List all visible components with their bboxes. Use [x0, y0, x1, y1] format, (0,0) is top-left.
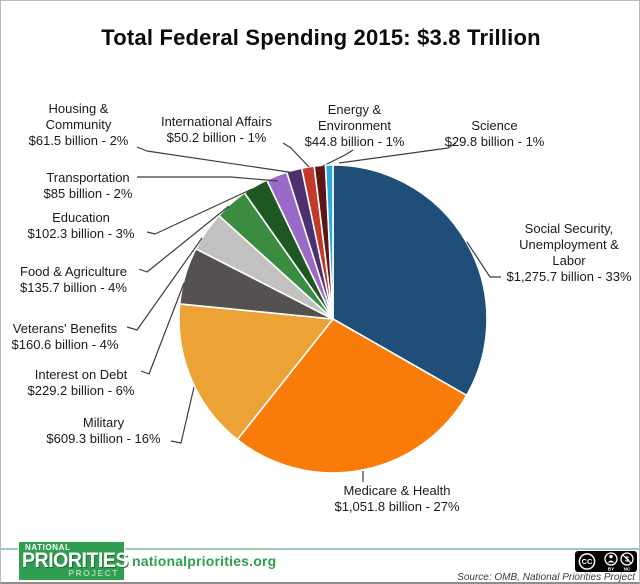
leader-line-energy-environment: [320, 149, 354, 168]
leader-line-housing-community: [136, 146, 296, 174]
slice-label-value: $135.7 billion - 4%: [20, 280, 127, 295]
cc-license-badge[interactable]: CC BY $ NC: [575, 551, 637, 572]
slice-label-value: $609.3 billion - 16%: [46, 431, 161, 446]
slice-label-name: Education: [52, 210, 110, 225]
svg-text:CC: CC: [582, 557, 593, 566]
leader-line-veterans-benefits: [126, 237, 203, 331]
slice-label-name: Veterans' Benefits: [12, 321, 118, 336]
leader-line-interest-on-debt: [140, 282, 185, 375]
slice-label-value: $29.8 billion - 1%: [444, 134, 545, 149]
slice-label-international-affairs: International Affairs $50.2 billion - 1%: [149, 114, 284, 146]
pie-slice-military: [178, 303, 334, 441]
slice-label-value: $50.2 billion - 1%: [166, 130, 267, 145]
slice-label-food-agriculture: Food & Agriculture $135.7 billion - 4%: [1, 264, 146, 296]
leader-line-military: [170, 386, 195, 444]
slice-label-name: Food & Agriculture: [20, 264, 127, 279]
slice-label-name: Housing & Community: [45, 101, 112, 132]
slice-label-interest-on-debt: Interest on Debt $229.2 billion - 6%: [11, 367, 151, 399]
pie-slice-social-security: [332, 164, 488, 397]
leader-line-social-security: [466, 241, 501, 278]
cc-icon: CC: [578, 553, 596, 570]
slice-label-name: Energy & Environment: [318, 102, 391, 133]
slice-label-value: $102.3 billion - 3%: [27, 226, 135, 241]
npp-logo-priorities-text: PRIORITIES: [22, 549, 129, 572]
pie-slice-science: [324, 164, 334, 320]
slice-label-name: Transportation: [46, 170, 130, 185]
slice-label-science: Science $29.8 billion - 1%: [427, 118, 562, 150]
slice-label-value: $1,051.8 billion - 27%: [334, 499, 460, 514]
website-link[interactable]: nationalpriorities.org: [132, 553, 277, 569]
slice-label-veterans-benefits: Veterans' Benefits $160.6 billion - 4%: [1, 321, 129, 353]
svg-text:NC: NC: [624, 567, 631, 572]
source-attribution: Source: OMB, National Priorities Project: [457, 572, 635, 583]
slice-label-housing-community: Housing & Community $61.5 billion - 2%: [6, 101, 151, 149]
cc-by-nc-icons: CC BY $ NC: [578, 552, 634, 572]
npp-logo[interactable]: NATIONAL PRIORITIES PROJECT: [18, 541, 129, 581]
leader-line-food-agriculture: [138, 205, 230, 273]
slice-label-value: $44.8 billion - 1%: [304, 134, 405, 149]
slice-label-value: $229.2 billion - 6%: [27, 383, 135, 398]
leader-line-education: [146, 188, 253, 235]
by-attribution-icon: BY: [604, 552, 618, 572]
nc-noncommercial-icon: $ NC: [620, 552, 634, 572]
slice-label-transportation: Transportation $85 billion - 2%: [18, 170, 158, 202]
leader-line-international-affairs: [282, 142, 310, 168]
slice-label-energy-environment: Energy & Environment $44.8 billion - 1%: [302, 102, 407, 150]
slice-label-value: $160.6 billion - 4%: [11, 337, 119, 352]
pie-slice-medicare-health: [236, 318, 468, 474]
leader-line-science: [338, 142, 457, 164]
slice-label-name: Medicare & Health: [343, 483, 451, 498]
slice-label-value: $61.5 billion - 2%: [28, 133, 129, 148]
footer-divider-rule: [1, 548, 639, 550]
slice-label-military: Military $609.3 billion - 16%: [31, 415, 176, 447]
slice-label-name: Interest on Debt: [34, 367, 128, 382]
npp-logo-national-text: NATIONAL: [25, 543, 71, 552]
slice-label-value: $85 billion - 2%: [43, 186, 133, 201]
npp-logo-project-text: PROJECT: [68, 568, 119, 578]
slice-label-name: Military: [82, 415, 125, 430]
svg-text:BY: BY: [608, 567, 614, 572]
slice-label-medicare-health: Medicare & Health $1,051.8 billion - 27%: [317, 483, 477, 515]
leader-line-transportation: [137, 176, 279, 182]
slice-label-name: Social Security, Unemployment & Labor: [519, 221, 619, 268]
slice-label-education: Education $102.3 billion - 3%: [11, 210, 151, 242]
slice-label-social-security: Social Security, Unemployment & Labor $1,…: [499, 221, 639, 285]
slice-label-name: International Affairs: [160, 114, 273, 129]
chart-title: Total Federal Spending 2015: $3.8 Trilli…: [101, 25, 541, 50]
slice-label-name: Science: [471, 118, 518, 133]
slice-label-value: $1,275.7 billion - 33%: [506, 269, 632, 284]
